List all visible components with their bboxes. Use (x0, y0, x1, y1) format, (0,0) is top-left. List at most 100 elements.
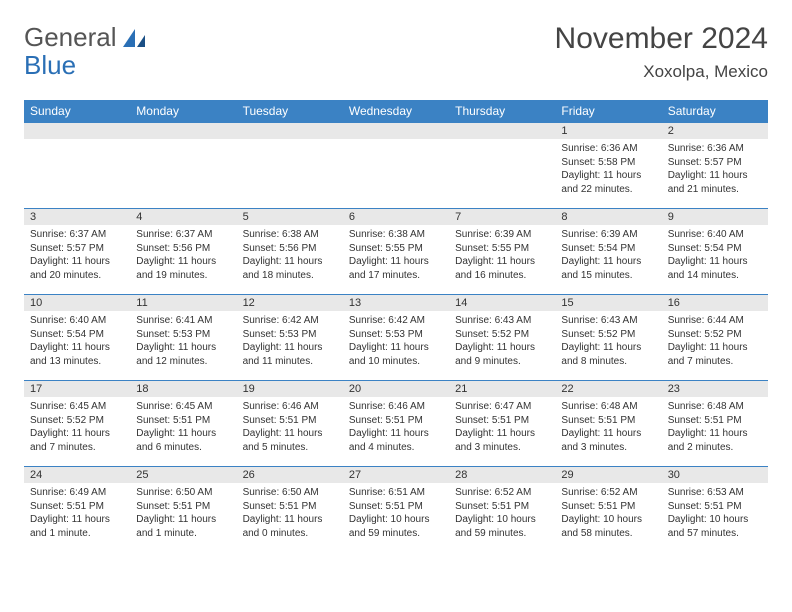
logo-word2: Blue (24, 50, 76, 81)
weekday-header: Wednesday (343, 100, 449, 123)
sunset-text: Sunset: 5:56 PM (243, 242, 337, 256)
day-number: 8 (555, 209, 661, 225)
calendar-week-row: 24Sunrise: 6:49 AMSunset: 5:51 PMDayligh… (24, 467, 768, 553)
daylight-text: Daylight: 11 hours and 1 minute. (136, 513, 230, 540)
calendar-week-row: 17Sunrise: 6:45 AMSunset: 5:52 PMDayligh… (24, 381, 768, 467)
day-number: 28 (449, 467, 555, 483)
daylight-text: Daylight: 11 hours and 20 minutes. (30, 255, 124, 282)
daylight-text: Daylight: 10 hours and 58 minutes. (561, 513, 655, 540)
day-number (24, 123, 130, 139)
day-number: 3 (24, 209, 130, 225)
sunset-text: Sunset: 5:57 PM (668, 156, 762, 170)
day-number: 1 (555, 123, 661, 139)
day-info: Sunrise: 6:52 AMSunset: 5:51 PMDaylight:… (555, 483, 661, 544)
sunrise-text: Sunrise: 6:40 AM (30, 314, 124, 328)
calendar-day-cell: 25Sunrise: 6:50 AMSunset: 5:51 PMDayligh… (130, 467, 236, 553)
calendar-day-cell: 7Sunrise: 6:39 AMSunset: 5:55 PMDaylight… (449, 209, 555, 295)
daylight-text: Daylight: 11 hours and 12 minutes. (136, 341, 230, 368)
calendar-day-cell: 23Sunrise: 6:48 AMSunset: 5:51 PMDayligh… (662, 381, 768, 467)
sunrise-text: Sunrise: 6:36 AM (561, 142, 655, 156)
daylight-text: Daylight: 11 hours and 9 minutes. (455, 341, 549, 368)
daylight-text: Daylight: 11 hours and 1 minute. (30, 513, 124, 540)
calendar-day-cell: 6Sunrise: 6:38 AMSunset: 5:55 PMDaylight… (343, 209, 449, 295)
sunset-text: Sunset: 5:51 PM (455, 414, 549, 428)
daylight-text: Daylight: 11 hours and 3 minutes. (561, 427, 655, 454)
daylight-text: Daylight: 10 hours and 59 minutes. (349, 513, 443, 540)
calendar-day-cell: 24Sunrise: 6:49 AMSunset: 5:51 PMDayligh… (24, 467, 130, 553)
day-info: Sunrise: 6:37 AMSunset: 5:56 PMDaylight:… (130, 225, 236, 286)
day-info: Sunrise: 6:43 AMSunset: 5:52 PMDaylight:… (555, 311, 661, 372)
sunset-text: Sunset: 5:51 PM (668, 414, 762, 428)
calendar-day-cell: 2Sunrise: 6:36 AMSunset: 5:57 PMDaylight… (662, 123, 768, 209)
location: Xoxolpa, Mexico (555, 62, 768, 82)
day-number: 16 (662, 295, 768, 311)
sunset-text: Sunset: 5:51 PM (561, 414, 655, 428)
calendar-day-cell: 11Sunrise: 6:41 AMSunset: 5:53 PMDayligh… (130, 295, 236, 381)
day-info: Sunrise: 6:41 AMSunset: 5:53 PMDaylight:… (130, 311, 236, 372)
day-info: Sunrise: 6:45 AMSunset: 5:52 PMDaylight:… (24, 397, 130, 458)
calendar-day-cell: 18Sunrise: 6:45 AMSunset: 5:51 PMDayligh… (130, 381, 236, 467)
daylight-text: Daylight: 11 hours and 10 minutes. (349, 341, 443, 368)
day-number: 9 (662, 209, 768, 225)
sunrise-text: Sunrise: 6:45 AM (136, 400, 230, 414)
sunrise-text: Sunrise: 6:40 AM (668, 228, 762, 242)
sunset-text: Sunset: 5:51 PM (668, 500, 762, 514)
day-number: 4 (130, 209, 236, 225)
day-number: 19 (237, 381, 343, 397)
day-number: 2 (662, 123, 768, 139)
logo-sail-icon (121, 27, 147, 49)
calendar-day-cell (24, 123, 130, 209)
header: General November 2024 Xoxolpa, Mexico (24, 22, 768, 82)
day-info: Sunrise: 6:39 AMSunset: 5:54 PMDaylight:… (555, 225, 661, 286)
daylight-text: Daylight: 11 hours and 16 minutes. (455, 255, 549, 282)
day-number: 14 (449, 295, 555, 311)
day-info: Sunrise: 6:39 AMSunset: 5:55 PMDaylight:… (449, 225, 555, 286)
calendar-day-cell: 20Sunrise: 6:46 AMSunset: 5:51 PMDayligh… (343, 381, 449, 467)
day-info: Sunrise: 6:50 AMSunset: 5:51 PMDaylight:… (130, 483, 236, 544)
daylight-text: Daylight: 11 hours and 11 minutes. (243, 341, 337, 368)
sunrise-text: Sunrise: 6:47 AM (455, 400, 549, 414)
sunrise-text: Sunrise: 6:37 AM (30, 228, 124, 242)
sunset-text: Sunset: 5:51 PM (30, 500, 124, 514)
daylight-text: Daylight: 11 hours and 5 minutes. (243, 427, 337, 454)
daylight-text: Daylight: 11 hours and 22 minutes. (561, 169, 655, 196)
calendar-week-row: 10Sunrise: 6:40 AMSunset: 5:54 PMDayligh… (24, 295, 768, 381)
calendar-day-cell: 17Sunrise: 6:45 AMSunset: 5:52 PMDayligh… (24, 381, 130, 467)
day-info: Sunrise: 6:38 AMSunset: 5:55 PMDaylight:… (343, 225, 449, 286)
sunset-text: Sunset: 5:51 PM (455, 500, 549, 514)
sunrise-text: Sunrise: 6:36 AM (668, 142, 762, 156)
sunrise-text: Sunrise: 6:43 AM (455, 314, 549, 328)
sunset-text: Sunset: 5:54 PM (30, 328, 124, 342)
daylight-text: Daylight: 11 hours and 0 minutes. (243, 513, 337, 540)
calendar-day-cell: 3Sunrise: 6:37 AMSunset: 5:57 PMDaylight… (24, 209, 130, 295)
day-number: 15 (555, 295, 661, 311)
day-info: Sunrise: 6:50 AMSunset: 5:51 PMDaylight:… (237, 483, 343, 544)
daylight-text: Daylight: 11 hours and 3 minutes. (455, 427, 549, 454)
sunrise-text: Sunrise: 6:38 AM (349, 228, 443, 242)
sunset-text: Sunset: 5:51 PM (136, 414, 230, 428)
day-number (237, 123, 343, 139)
sunset-text: Sunset: 5:51 PM (243, 414, 337, 428)
calendar-day-cell: 15Sunrise: 6:43 AMSunset: 5:52 PMDayligh… (555, 295, 661, 381)
sunrise-text: Sunrise: 6:52 AM (455, 486, 549, 500)
calendar-day-cell: 8Sunrise: 6:39 AMSunset: 5:54 PMDaylight… (555, 209, 661, 295)
sunset-text: Sunset: 5:57 PM (30, 242, 124, 256)
day-info: Sunrise: 6:49 AMSunset: 5:51 PMDaylight:… (24, 483, 130, 544)
sunset-text: Sunset: 5:51 PM (349, 414, 443, 428)
day-number: 26 (237, 467, 343, 483)
weekday-header: Sunday (24, 100, 130, 123)
calendar-day-cell: 12Sunrise: 6:42 AMSunset: 5:53 PMDayligh… (237, 295, 343, 381)
calendar-table: Sunday Monday Tuesday Wednesday Thursday… (24, 100, 768, 553)
day-number: 25 (130, 467, 236, 483)
day-info: Sunrise: 6:47 AMSunset: 5:51 PMDaylight:… (449, 397, 555, 458)
day-info: Sunrise: 6:38 AMSunset: 5:56 PMDaylight:… (237, 225, 343, 286)
daylight-text: Daylight: 11 hours and 19 minutes. (136, 255, 230, 282)
day-info: Sunrise: 6:44 AMSunset: 5:52 PMDaylight:… (662, 311, 768, 372)
calendar-day-cell: 4Sunrise: 6:37 AMSunset: 5:56 PMDaylight… (130, 209, 236, 295)
day-number: 29 (555, 467, 661, 483)
daylight-text: Daylight: 11 hours and 15 minutes. (561, 255, 655, 282)
calendar-day-cell: 10Sunrise: 6:40 AMSunset: 5:54 PMDayligh… (24, 295, 130, 381)
calendar-day-cell: 21Sunrise: 6:47 AMSunset: 5:51 PMDayligh… (449, 381, 555, 467)
day-info: Sunrise: 6:37 AMSunset: 5:57 PMDaylight:… (24, 225, 130, 286)
sunset-text: Sunset: 5:51 PM (243, 500, 337, 514)
